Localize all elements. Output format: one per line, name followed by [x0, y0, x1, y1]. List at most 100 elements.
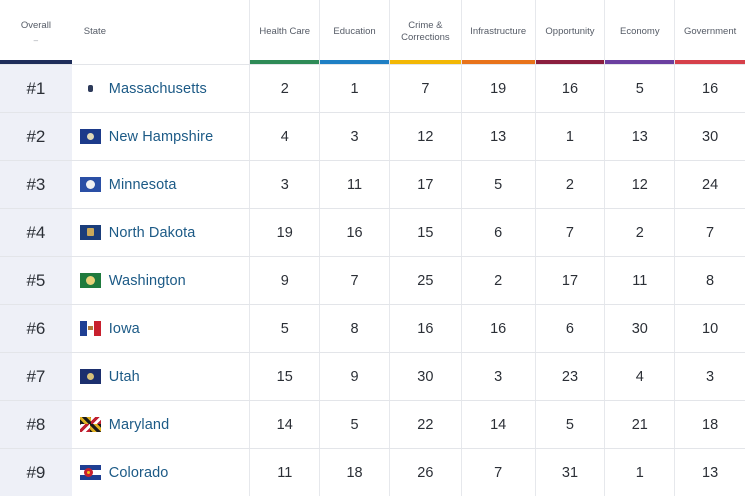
table-row[interactable]: #8 Maryland 14 5 22 14 5 21 18 [0, 400, 745, 448]
rank-health-care: 2 [250, 65, 321, 112]
overall-rank: #5 [0, 257, 72, 304]
state-link[interactable]: Minnesota [108, 176, 177, 193]
column-header-state[interactable]: State [72, 0, 251, 64]
category-color-bar [250, 60, 320, 64]
overall-rank: #8 [0, 401, 72, 448]
state-flag-icon [79, 465, 101, 480]
state-flag-icon [79, 369, 101, 384]
rank-infrastructure: 14 [462, 401, 536, 448]
rank-infrastructure: 5 [462, 161, 536, 208]
state-flag-icon [79, 225, 101, 240]
column-header-government[interactable]: Government [675, 0, 745, 64]
state-flag-icon [79, 177, 101, 192]
rank-education: 18 [320, 449, 390, 496]
rank-opportunity: 16 [536, 65, 606, 112]
rank-opportunity: 7 [536, 209, 606, 256]
column-header-economy[interactable]: Economy [605, 0, 676, 64]
table-row[interactable]: #4 North Dakota 19 16 15 6 7 2 7 [0, 208, 745, 256]
rank-education: 7 [320, 257, 390, 304]
rank-health-care: 9 [250, 257, 321, 304]
state-cell: Washington [72, 257, 251, 304]
rank-health-care: 15 [250, 353, 321, 400]
rank-opportunity: 17 [536, 257, 606, 304]
state-cell: Iowa [72, 305, 251, 352]
table-row[interactable]: #2 New Hampshire 4 3 12 13 1 13 30 [0, 112, 745, 160]
rank-economy: 2 [605, 209, 676, 256]
rank-opportunity: 6 [536, 305, 606, 352]
rank-government: 24 [702, 176, 719, 193]
column-header-health-care[interactable]: Health Care [250, 0, 321, 64]
rank-education: 8 [320, 305, 390, 352]
rank-crime-corrections: 16 [390, 305, 462, 352]
rank-education: 11 [320, 161, 390, 208]
state-flag-icon [79, 417, 101, 432]
rank-infrastructure: 2 [462, 257, 536, 304]
table-row[interactable]: #1 Massachusetts 2 1 7 19 16 5 16 [0, 64, 745, 112]
rank-crime-corrections: 22 [390, 401, 462, 448]
column-label: Health Care [259, 26, 311, 38]
rank-government: 30 [702, 128, 719, 145]
rank-crime-corrections: 26 [390, 449, 462, 496]
column-header-infrastructure[interactable]: Infrastructure [461, 0, 536, 64]
overall-rank: #7 [0, 353, 72, 400]
rank-government: 13 [702, 464, 719, 481]
column-header-overall[interactable]: Overall ‒ [0, 0, 72, 64]
column-header-opportunity[interactable]: Opportunity [535, 0, 606, 64]
table-row[interactable]: #7 Utah 15 9 30 3 23 4 3 [0, 352, 745, 400]
table-row[interactable]: #6 Iowa 5 8 16 16 6 30 10 [0, 304, 745, 352]
column-header-crime-corrections[interactable]: Crime & Corrections [389, 0, 462, 64]
sort-indicator-icon: ‒ [33, 35, 39, 45]
rank-government: 16 [702, 80, 719, 97]
overall-rank: #1 [0, 65, 72, 112]
rank-economy: 30 [605, 305, 676, 352]
rank-government: 3 [706, 368, 715, 385]
rank-infrastructure: 16 [462, 305, 536, 352]
state-flag-icon [79, 129, 101, 144]
state-link[interactable]: Maryland [108, 416, 170, 433]
overall-rank: #9 [0, 449, 72, 496]
state-link[interactable]: North Dakota [108, 224, 196, 241]
rank-health-care: 4 [250, 113, 321, 160]
state-cell: Utah [72, 353, 251, 400]
rank-education: 5 [320, 401, 390, 448]
category-color-bar [389, 60, 461, 64]
overall-color-bar [0, 60, 72, 64]
state-link[interactable]: Colorado [108, 464, 169, 481]
state-link[interactable]: Utah [108, 368, 140, 385]
category-color-bar [461, 60, 535, 64]
rank-opportunity: 31 [536, 449, 606, 496]
state-cell: Massachusetts [72, 65, 251, 112]
rank-infrastructure: 19 [462, 65, 536, 112]
rank-crime-corrections: 12 [390, 113, 462, 160]
rank-government: 8 [706, 272, 715, 289]
state-link[interactable]: Massachusetts [108, 80, 207, 97]
rank-infrastructure: 6 [462, 209, 536, 256]
table-row[interactable]: #3 Minnesota 3 11 17 5 2 12 24 [0, 160, 745, 208]
table-row[interactable]: #5 Washington 9 7 25 2 17 11 8 [0, 256, 745, 304]
rank-opportunity: 1 [536, 113, 606, 160]
state-link[interactable]: Washington [108, 272, 186, 289]
table-row[interactable]: #9 Colorado 11 18 26 7 31 1 13 [0, 448, 745, 496]
rank-education: 1 [320, 65, 390, 112]
column-header-education[interactable]: Education [320, 0, 390, 64]
rank-government: 18 [702, 416, 719, 433]
state-cell: Minnesota [72, 161, 251, 208]
state-link[interactable]: Iowa [108, 320, 140, 337]
category-color-bar [605, 60, 675, 64]
table-body: #1 Massachusetts 2 1 7 19 16 5 16 #2 New Hampshire… [0, 64, 745, 496]
rank-crime-corrections: 17 [390, 161, 462, 208]
overall-label: Overall [20, 20, 51, 32]
category-color-bar [675, 60, 745, 64]
state-flag-icon [79, 273, 101, 288]
rank-economy: 13 [605, 113, 676, 160]
rank-economy: 1 [605, 449, 676, 496]
state-cell: New Hampshire [72, 113, 251, 160]
rank-crime-corrections: 15 [390, 209, 462, 256]
rank-economy: 5 [605, 65, 676, 112]
rank-crime-corrections: 30 [390, 353, 462, 400]
rank-education: 9 [320, 353, 390, 400]
rank-government: 10 [702, 320, 719, 337]
state-label: State [83, 26, 106, 38]
state-link[interactable]: New Hampshire [108, 128, 214, 145]
table-header: Overall ‒ State Health Care Education Cr… [0, 0, 745, 64]
